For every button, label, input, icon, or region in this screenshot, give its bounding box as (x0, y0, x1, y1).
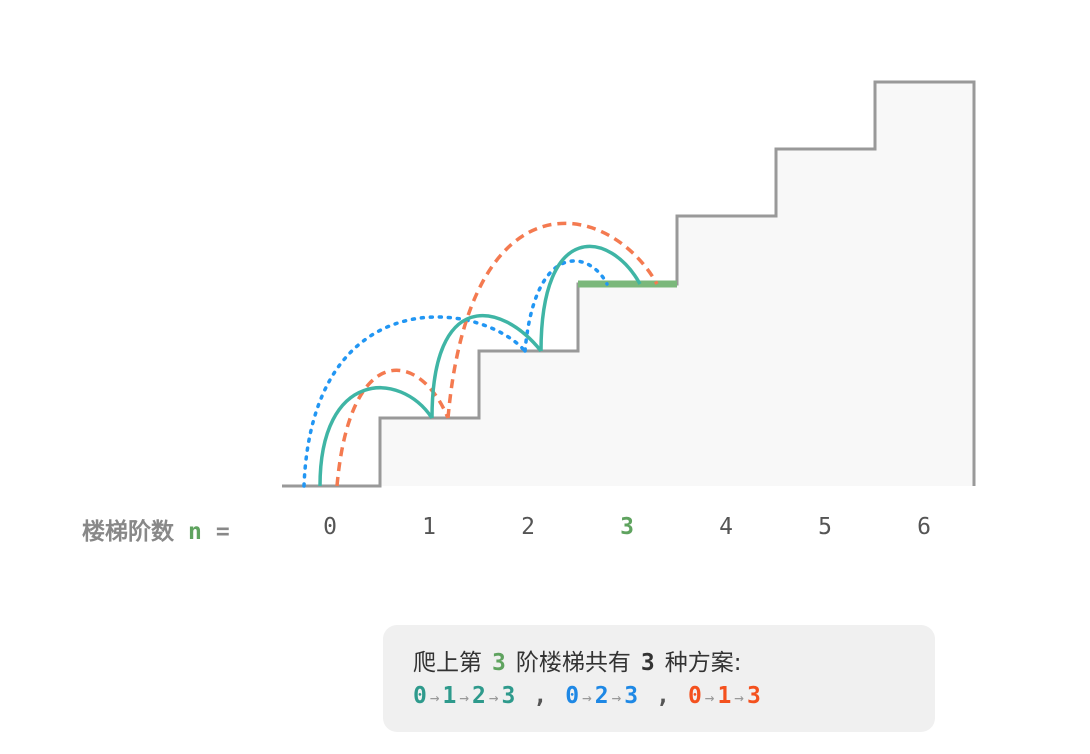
arrow: → (734, 688, 744, 707)
equals: = (215, 519, 230, 545)
axis-label: 楼梯阶数 n = (82, 512, 230, 546)
arc (430, 313, 543, 419)
arc (539, 244, 642, 352)
separator: , (656, 683, 670, 709)
summary-number: 3 (492, 650, 506, 676)
arrow: → (459, 688, 469, 707)
summary-text: 种方案: (664, 650, 742, 676)
path-node: 1 (717, 683, 732, 709)
arc (523, 259, 609, 353)
step-label: 1 (422, 514, 436, 540)
path-node: 2 (472, 683, 486, 709)
arcs (302, 221, 659, 488)
paths-line: 0 → 1 → 2 → 3, 0 → 2 → 3, 0 → 1 → 3 (413, 683, 761, 709)
arrow: → (488, 688, 499, 707)
path-node: 1 (442, 683, 457, 709)
arrow: → (429, 688, 440, 707)
step-label: 6 (917, 514, 931, 540)
path-node: 0 (413, 683, 427, 709)
path-node: 3 (746, 683, 761, 709)
step-label: 2 (521, 514, 535, 540)
path-node: 0 (687, 683, 702, 709)
summary-line: 爬上第 3 阶楼梯共有 3 种方案: (413, 643, 741, 677)
summary-text: 阶楼梯共有 (515, 650, 631, 676)
path-node: 2 (594, 683, 609, 709)
path-node: 3 (501, 683, 516, 709)
summary-text: 爬上第 (413, 650, 482, 676)
path-node: 3 (624, 683, 639, 709)
arrow: → (582, 688, 592, 707)
arc (318, 386, 434, 487)
path-node: 0 (565, 683, 580, 709)
arc (446, 221, 659, 419)
step-label: 3 (620, 514, 634, 540)
arc (302, 315, 527, 488)
summary-number: 3 (640, 650, 655, 676)
separator: , (533, 683, 548, 709)
arrow: → (611, 688, 622, 707)
axis-text: 楼梯阶数 (82, 519, 174, 545)
variable: n (188, 519, 202, 545)
arc (335, 368, 450, 487)
step-label: 0 (323, 514, 337, 540)
step-label: 5 (818, 514, 832, 540)
arrow: → (704, 688, 715, 707)
summary-box: 爬上第 3 阶楼梯共有 3 种方案: 0 → 1 → 2 → 3, 0 → 2 → 3, 0 → 1 → 3 (383, 625, 935, 732)
step-label: 4 (719, 514, 733, 540)
